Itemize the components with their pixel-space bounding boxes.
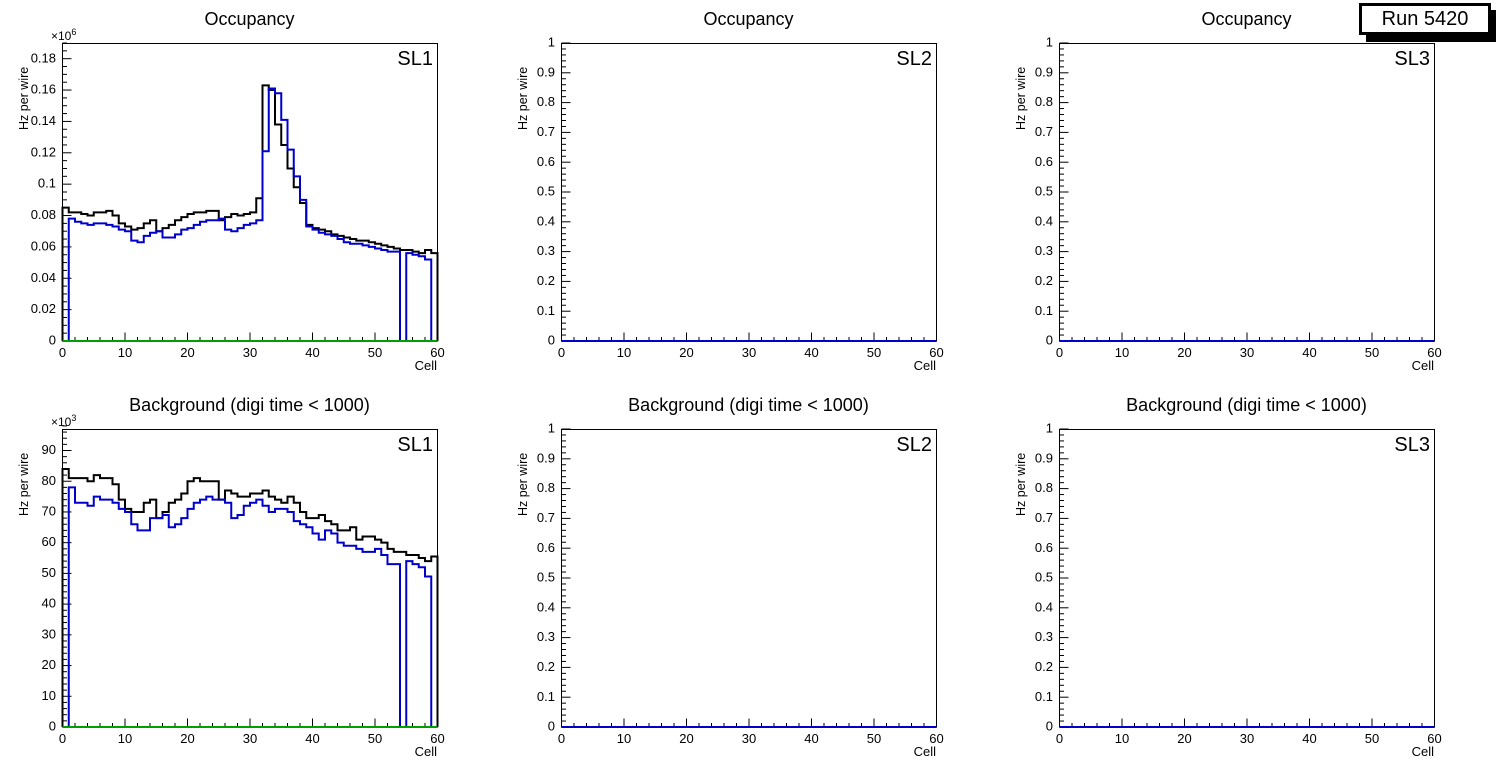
pad-sl2-occupancy: Occupancy SL2 Hz per wire Cell [499, 0, 998, 386]
histogram-canvas [499, 0, 998, 386]
superlayer-label: SL2 [896, 48, 932, 70]
histogram-canvas [997, 386, 1496, 772]
superlayer-label: SL3 [1394, 434, 1430, 456]
superlayer-label: SL1 [397, 434, 433, 456]
y-axis-title: Hz per wire [516, 66, 530, 130]
y-axis-title: Hz per wire [1014, 452, 1028, 516]
pad-sl1-occupancy: Occupancy SL1 Hz per wire Cell ×106 [0, 0, 499, 386]
histogram-canvas [499, 386, 998, 772]
x-axis-title: Cell [414, 744, 437, 759]
y-axis-title: Hz per wire [1014, 66, 1028, 130]
histogram-canvas [0, 386, 499, 772]
x-axis-title: Cell [414, 358, 437, 373]
x-axis-title: Cell [1411, 358, 1434, 373]
pad-sl2-background: Background (digi time < 1000) SL2 Hz per w… [499, 386, 998, 772]
y-axis-title: Hz per wire [516, 452, 530, 516]
histogram-canvas [0, 0, 499, 386]
x-axis-title: Cell [1411, 744, 1434, 759]
plot-title: Background (digi time < 1000) [1126, 395, 1367, 415]
plot-title: Occupancy [1201, 9, 1292, 29]
y-axis-exponent: ×103 [51, 413, 76, 429]
superlayer-label: SL2 [896, 434, 932, 456]
pad-sl3-occupancy: Occupancy SL3 Hz per wire Cell [997, 0, 1496, 386]
y-axis-title: Hz per wire [17, 66, 31, 130]
exponent-base: ×10 [51, 29, 72, 43]
exponent-power: 3 [71, 413, 77, 423]
plot-title: Background (digi time < 1000) [628, 395, 869, 415]
superlayer-label: SL1 [397, 48, 433, 70]
exponent-power: 6 [71, 27, 77, 37]
plot-title: Occupancy [204, 9, 295, 29]
pad-sl3-background: Background (digi time < 1000) SL3 Hz per w… [997, 386, 1496, 772]
superlayer-label: SL3 [1394, 48, 1430, 70]
pad-sl1-background: Background (digi time < 1000) SL1 Hz per w… [0, 386, 499, 772]
histogram-canvas [997, 0, 1496, 386]
run-label-pave: Run 5420 [1359, 3, 1491, 35]
plot-title: Background (digi time < 1000) [129, 395, 370, 415]
y-axis-title: Hz per wire [17, 452, 31, 516]
y-axis-exponent: ×106 [51, 27, 76, 43]
x-axis-title: Cell [913, 358, 936, 373]
plot-title: Occupancy [703, 9, 794, 29]
exponent-base: ×10 [51, 415, 72, 429]
x-axis-title: Cell [913, 744, 936, 759]
